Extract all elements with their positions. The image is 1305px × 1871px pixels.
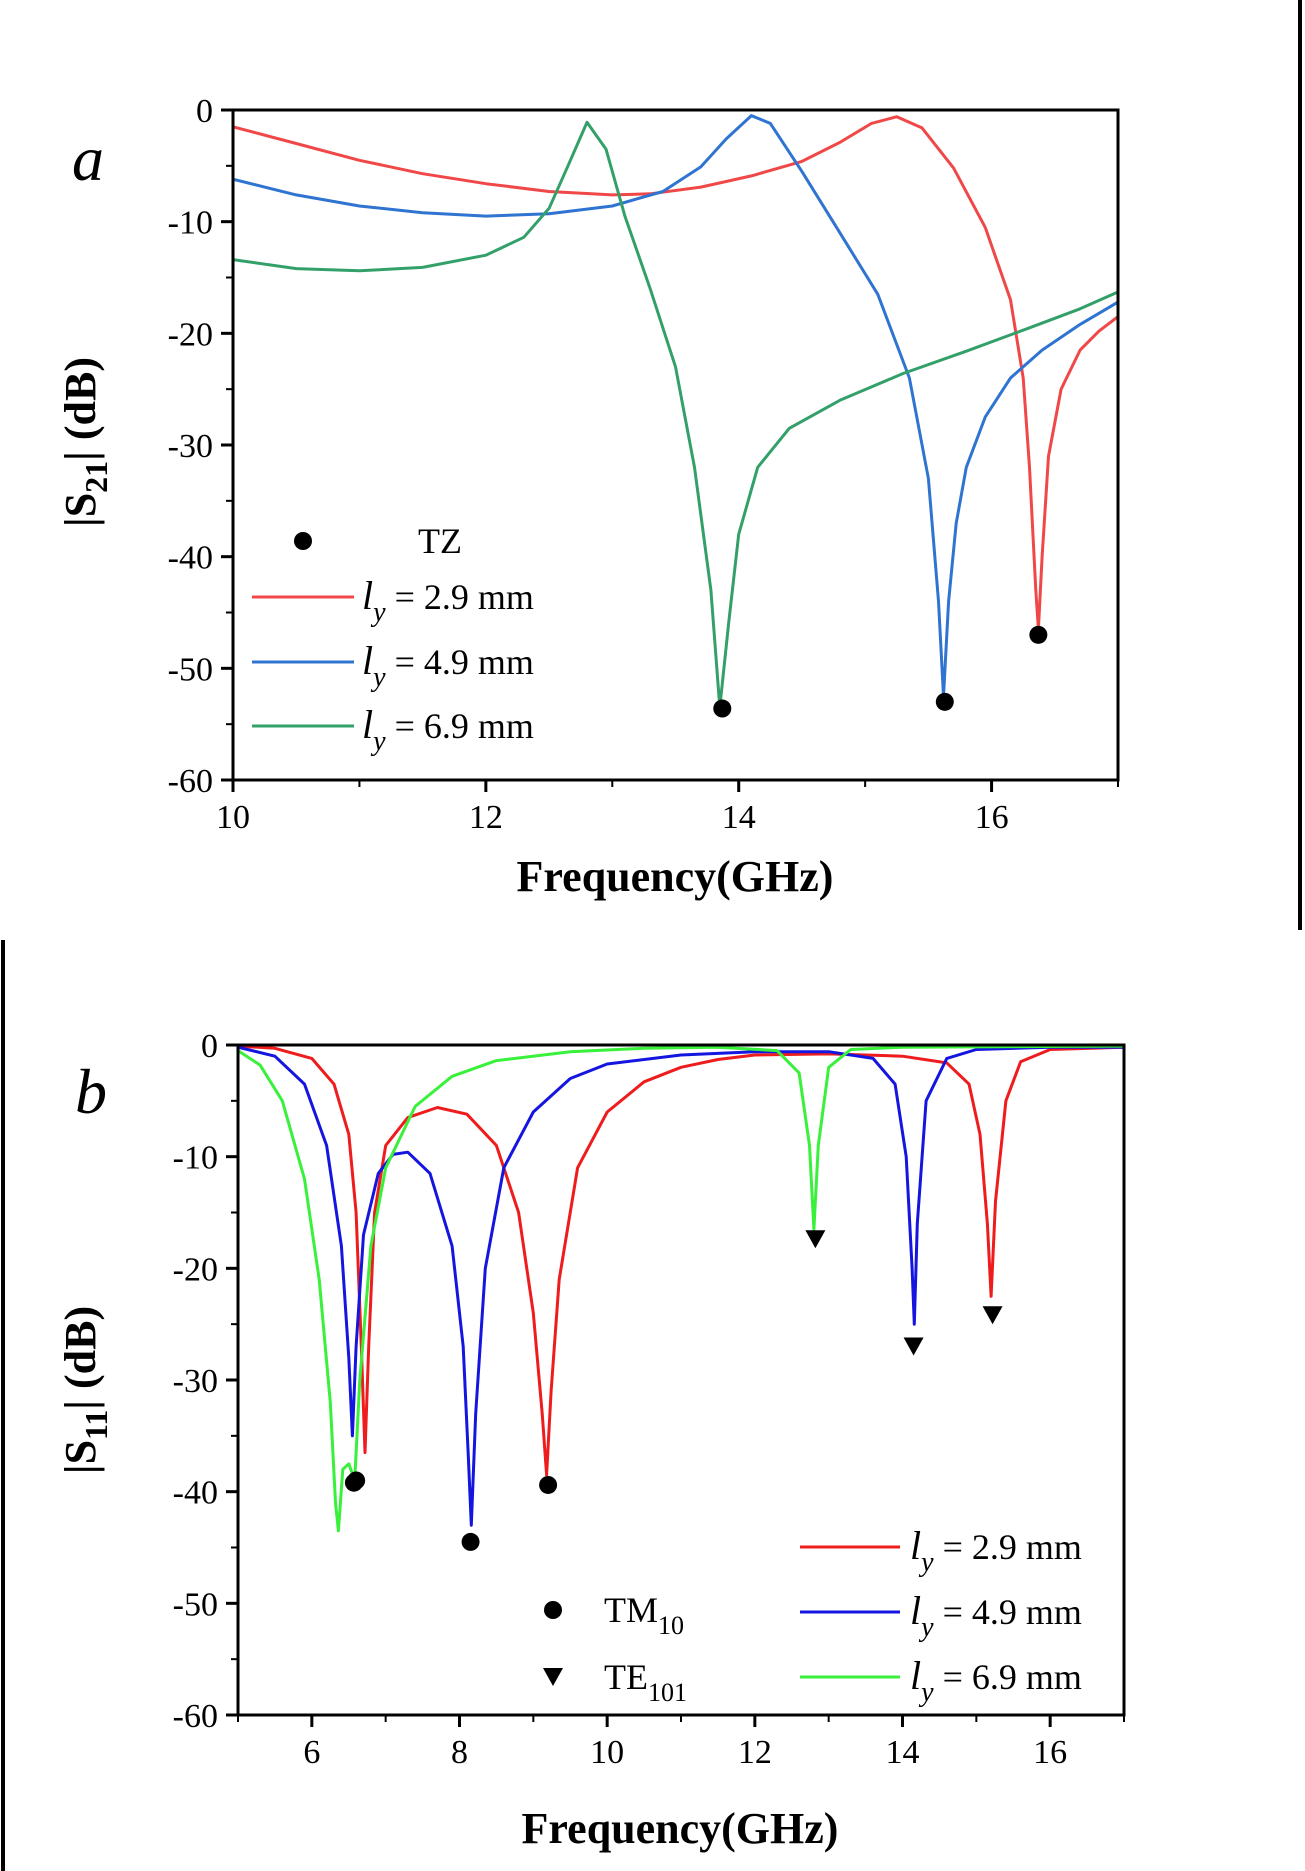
x-axis-title-b: Frequency(GHz): [522, 1804, 839, 1853]
legend-b: ly = 2.9 mm ly = 4.9 mm ly = 6.9 mm TM10 TE1…: [543, 1523, 1082, 1708]
x-tick-label-b-4: 14: [886, 1734, 920, 1771]
y-tick-label-a-6: -60: [168, 763, 213, 800]
x-tick-label-a-3: 16: [975, 799, 1009, 836]
y-tick-label-b-3: -30: [173, 1363, 218, 1400]
legend-label-mode-1: TM10: [604, 1590, 684, 1640]
series-line-a-2: [233, 114, 1118, 698]
marker-circle-a-3-1: [713, 699, 732, 718]
series-line-b-1: [238, 1045, 1124, 1477]
x-tick-label-a-0: 10: [216, 799, 250, 836]
marker-circle-a-2-1: [935, 692, 954, 711]
legend-label-a-2: ly = 4.9 mm: [362, 638, 534, 693]
series-line-a-3: [233, 120, 1118, 709]
x-tick-label-b-2: 10: [590, 1734, 624, 1771]
x-tick-label-b-0: 6: [303, 1734, 320, 1771]
y-tick-label-b-4: -40: [173, 1475, 218, 1512]
legend-marker-te: [543, 1668, 563, 1686]
marker-triangle-b-2-1: [903, 1337, 924, 1356]
plot-area-b: 0 -10 -20 -30 -40 -50 -60 6 8 10 12 14 16 ly = 2.9 mm…: [173, 1028, 1126, 1771]
panel-label-a: a: [72, 123, 104, 194]
y-tick-label-b-6: -60: [173, 1698, 218, 1735]
y-tick-label-a-1: -10: [168, 205, 213, 242]
marker-circle-b-2-1: [461, 1532, 480, 1551]
y-tick-label-b-1: -10: [173, 1140, 218, 1177]
series-line-b-2: [238, 1045, 1124, 1527]
y-tick-label-a-0: 0: [196, 93, 213, 130]
marker-circle-b-1-2: [539, 1475, 558, 1494]
legend-label-tz: TZ: [418, 521, 462, 561]
y-tick-label-a-3: -30: [168, 428, 213, 465]
legend-label-a-1: ly = 2.9 mm: [362, 573, 534, 628]
x-tick-label-b-3: 12: [738, 1734, 772, 1771]
y-axis-title-b: |S11| (dB): [56, 1306, 114, 1474]
legend-label-mode-2: TE101: [604, 1657, 687, 1707]
y-tick-label-b-0: 0: [201, 1028, 218, 1065]
x-tick-label-a-1: 12: [469, 799, 503, 836]
marker-circle-b-3-1: [347, 1471, 366, 1490]
legend-a: TZ ly = 2.9 mm ly = 4.9 mm ly = 6.9 mm: [252, 521, 534, 757]
legend-label-b-2: ly = 4.9 mm: [910, 1588, 1082, 1643]
legend-label-a-3: ly = 6.9 mm: [362, 702, 534, 757]
legend-marker-tm: [544, 1601, 562, 1619]
y-tick-label-a-5: -50: [168, 651, 213, 688]
legend-label-b-3: ly = 6.9 mm: [910, 1653, 1082, 1708]
x-axis-title-a: Frequency(GHz): [517, 852, 834, 901]
series-line-b-3: [238, 1045, 1124, 1533]
y-axis-title-a: |S21| (dB): [56, 357, 114, 527]
marker-triangle-b-1-1: [982, 1306, 1003, 1325]
y-tick-label-b-5: -50: [173, 1586, 218, 1623]
series-line-a-1: [233, 115, 1118, 631]
x-tick-label-b-1: 8: [451, 1734, 468, 1771]
x-tick-label-b-5: 16: [1033, 1734, 1067, 1771]
panel-label-b: b: [75, 1056, 107, 1127]
y-tick-label-a-4: -40: [168, 540, 213, 577]
y-tick-label-a-2: -20: [168, 316, 213, 353]
marker-circle-a-1-1: [1029, 625, 1048, 644]
legend-marker-tz: [294, 532, 312, 550]
x-tick-label-a-2: 14: [722, 799, 756, 836]
marker-triangle-b-3-1: [805, 1230, 826, 1249]
chart-panel-b: b 0 -10 -20 -30 -40 -50 -60 6 8 10 12 14 16 ly = 2.9 …: [56, 1028, 1126, 1853]
legend-label-b-1: ly = 2.9 mm: [910, 1523, 1082, 1578]
y-tick-label-b-2: -20: [173, 1251, 218, 1288]
